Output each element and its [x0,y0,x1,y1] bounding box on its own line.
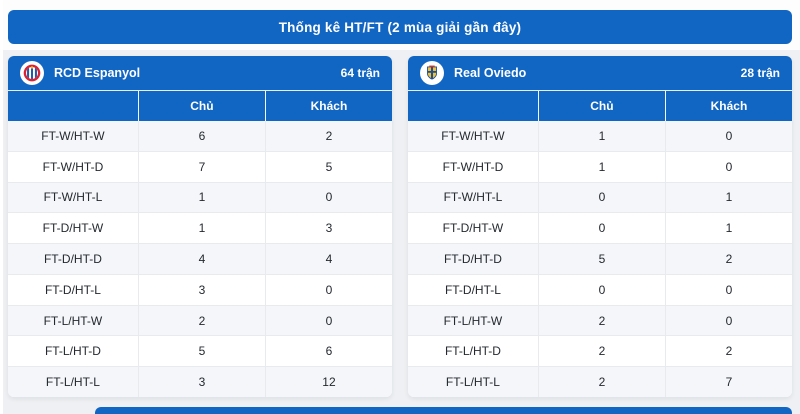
table-row: FT-L/HT-W 2 0 [408,304,792,336]
row-label: FT-L/HT-L [45,375,100,390]
match-count-badge: 28 trận [740,66,780,80]
column-header-away: Khách [264,91,392,121]
column-header-blank [8,91,138,121]
away-value: 2 [664,336,792,367]
espanyol-crest-icon [20,61,44,85]
match-count-badge: 64 trận [340,66,380,80]
row-label: FT-L/HT-D [444,344,501,359]
away-value: 0 [264,274,392,305]
team-panel-espanyol: RCD Espanyol 64 trận Chủ Khách FT-W/HT-W… [8,56,392,397]
column-header-row: Chủ Khách [8,90,392,121]
section-title-banner: Thống kê HT/FT (2 mùa giải gần đây) [8,10,792,44]
home-value: 0 [537,182,665,213]
column-header-blank [408,91,538,121]
home-value: 4 [137,244,265,274]
away-value: 5 [264,151,392,182]
row-label: FT-W/HT-D [442,159,504,174]
table-row: FT-W/HT-W 1 0 [408,121,792,151]
table-row: FT-D/HT-L 0 0 [408,273,792,305]
column-header-home: Chủ [137,91,265,121]
table-row: FT-L/HT-W 2 0 [8,304,392,336]
table-row: FT-L/HT-L 2 7 [408,366,792,397]
away-value: 12 [264,367,392,397]
table-row: FT-D/HT-D 4 4 [8,243,392,274]
away-value: 7 [664,367,792,397]
home-value: 1 [137,182,265,213]
away-value: 2 [264,121,392,151]
home-value: 2 [537,305,665,336]
row-label: FT-L/HT-W [43,313,103,328]
away-value: 2 [664,244,792,274]
table-row: FT-D/HT-D 5 2 [408,243,792,274]
team-name: Real Oviedo [454,66,527,80]
away-value: 4 [264,244,392,274]
home-value: 7 [137,151,265,182]
away-value: 0 [664,151,792,182]
away-value: 0 [264,305,392,336]
home-value: 6 [137,121,265,151]
home-value: 5 [137,336,265,367]
home-value: 1 [537,121,665,151]
team-header-oviedo: Real Oviedo 28 trận [408,56,792,90]
row-label: FT-L/HT-L [445,375,500,390]
away-value: 1 [664,213,792,244]
row-label: FT-D/HT-D [43,252,102,267]
table-row: FT-D/HT-L 3 0 [8,273,392,305]
table-row: FT-L/HT-D 2 2 [408,335,792,367]
left-edge-strip [0,0,3,414]
row-label: FT-W/HT-L [443,190,503,205]
row-label: FT-W/HT-W [441,128,505,143]
column-header-row: Chủ Khách [408,90,792,121]
row-label: FT-W/HT-L [43,190,103,205]
team-name: RCD Espanyol [54,66,141,80]
home-value: 2 [537,336,665,367]
row-label: FT-D/HT-W [442,221,504,236]
row-label: FT-L/HT-W [443,313,503,328]
column-header-away: Khách [664,91,792,121]
home-value: 1 [137,213,265,244]
home-value: 5 [537,244,665,274]
home-value: 0 [537,274,665,305]
next-section-banner-partial [95,407,792,414]
table-row: FT-W/HT-D 7 5 [8,150,392,182]
away-value: 3 [264,213,392,244]
away-value: 0 [664,274,792,305]
team-header-espanyol: RCD Espanyol 64 trận [8,56,392,90]
away-value: 6 [264,336,392,367]
away-value: 0 [664,305,792,336]
away-value: 0 [664,121,792,151]
home-value: 3 [137,367,265,397]
stats-table-oviedo: FT-W/HT-W 1 0 FT-W/HT-D 1 0 FT-W/HT-L 0 … [408,121,792,397]
home-value: 0 [537,213,665,244]
home-value: 2 [537,367,665,397]
row-label: FT-W/HT-D [42,159,104,174]
row-label: FT-D/HT-W [42,221,104,236]
table-row: FT-D/HT-W 0 1 [408,212,792,244]
oviedo-crest-icon [420,61,444,85]
home-value: 1 [537,151,665,182]
team-panel-oviedo: Real Oviedo 28 trận Chủ Khách FT-W/HT-W … [408,56,792,397]
table-row: FT-W/HT-L 1 0 [8,181,392,213]
page-title: Thống kê HT/FT (2 mùa giải gần đây) [278,19,522,35]
away-value: 1 [664,182,792,213]
table-row: FT-W/HT-W 6 2 [8,121,392,151]
row-label: FT-D/HT-L [444,282,501,297]
table-row: FT-W/HT-L 0 1 [408,181,792,213]
home-value: 3 [137,274,265,305]
home-value: 2 [137,305,265,336]
row-label: FT-L/HT-D [44,344,101,359]
row-label: FT-D/HT-D [443,252,502,267]
row-label: FT-W/HT-W [41,128,105,143]
table-row: FT-L/HT-L 3 12 [8,366,392,397]
stats-table-espanyol: FT-W/HT-W 6 2 FT-W/HT-D 7 5 FT-W/HT-L 1 … [8,121,392,397]
away-value: 0 [264,182,392,213]
row-label: FT-D/HT-L [44,282,101,297]
column-header-home: Chủ [537,91,665,121]
table-row: FT-L/HT-D 5 6 [8,335,392,367]
table-row: FT-W/HT-D 1 0 [408,150,792,182]
table-row: FT-D/HT-W 1 3 [8,212,392,244]
